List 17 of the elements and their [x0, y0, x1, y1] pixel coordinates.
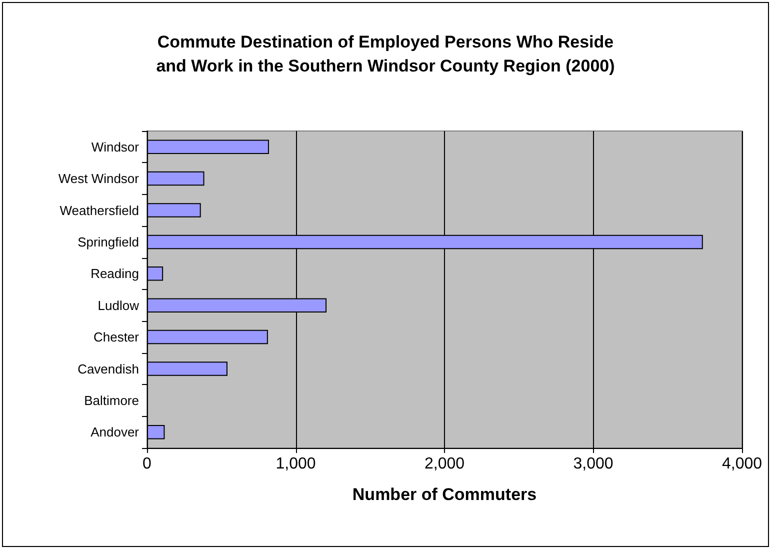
- y-tick-label: Cavendish: [78, 361, 139, 376]
- y-tick-label: Windsor: [91, 139, 140, 154]
- y-tick-label: Reading: [90, 266, 139, 282]
- x-tick-label: 2,000: [424, 456, 465, 472]
- x-tick-label: 4,000: [722, 456, 762, 472]
- y-tick-label: Weathersfield: [60, 202, 139, 218]
- x-tick-label: 0: [142, 456, 152, 472]
- y-tick-label: Andover: [90, 424, 140, 440]
- y-tick-label: Springfield: [78, 234, 139, 250]
- y-tick-label: West Windsor: [58, 171, 140, 186]
- x-tick-label: 3,000: [573, 456, 614, 472]
- y-tick-label: Baltimore: [84, 392, 139, 408]
- x-axis-title: Number of Commuters: [352, 485, 537, 504]
- y-tick-label: Ludlow: [98, 298, 140, 313]
- chart-title: Commute Destination of Employed Persons Who Reside and Work in the Southern Windsor County Region (2000): [156, 32, 615, 76]
- x-tick-label: 1,000: [276, 456, 316, 472]
- y-tick-label: Chester: [93, 330, 140, 345]
